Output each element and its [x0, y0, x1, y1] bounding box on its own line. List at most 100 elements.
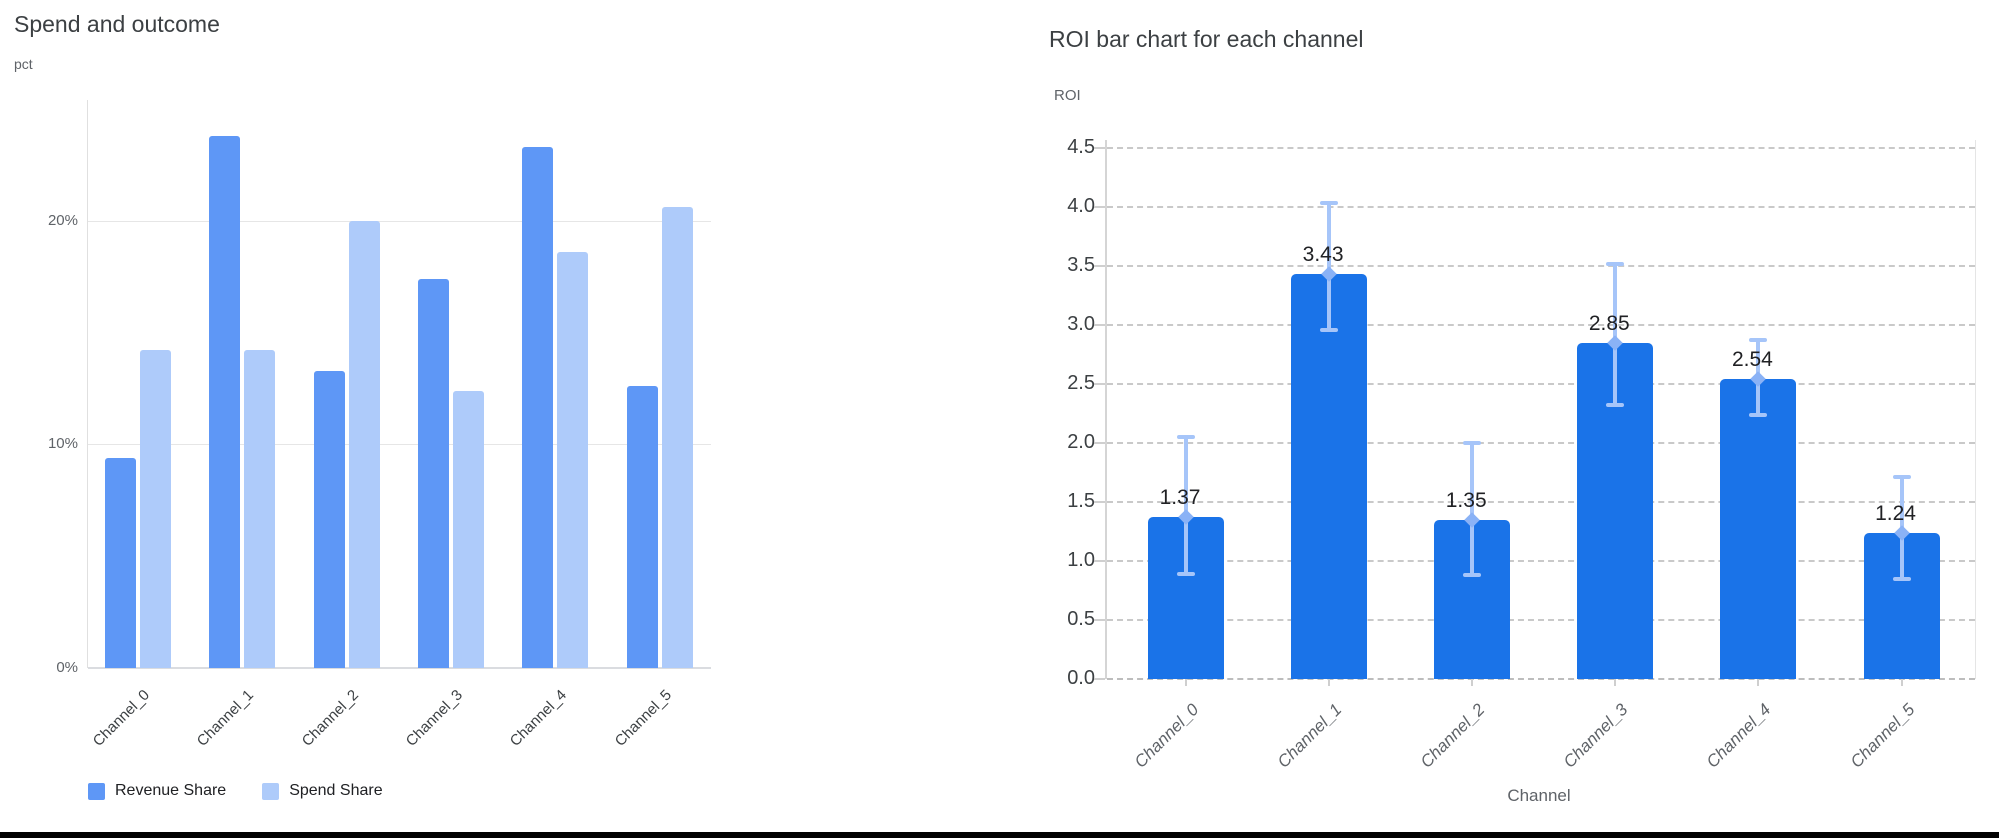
spend-outcome-y-axis: 0% 10% 20% — [0, 100, 78, 676]
gridline-20% — [88, 220, 711, 222]
y-tick-mark — [1094, 147, 1105, 149]
x-tick-label-Channel_3: Channel_3 — [1560, 699, 1632, 772]
bar-spend-share-Channel_1[interactable] — [244, 350, 276, 668]
bar-value-label-Channel_3: 2.85 — [1588, 311, 1630, 335]
spend-share-label: Spend Share — [289, 782, 383, 799]
revenue-share-label: Revenue Share — [115, 782, 227, 799]
bar-revenue-share-Channel_4[interactable] — [522, 146, 554, 668]
y-tick-label: 2.5 — [1067, 372, 1095, 394]
x-tick-label-Channel_4: Channel_4 — [506, 686, 571, 750]
x-tick-mark — [1614, 679, 1617, 686]
bar-spend-share-Channel_2[interactable] — [348, 220, 380, 668]
y-tick-label: 3.5 — [1067, 254, 1095, 276]
bar-spend-share-Channel_3[interactable] — [452, 390, 484, 668]
x-tick-mark — [1900, 679, 1903, 686]
roi-chart[interactable]: ROI bar chart for each channel ROI 0.0 0.… — [1040, 0, 1999, 838]
error-bar-cap-bottom-Channel_1 — [1320, 327, 1339, 332]
bar-spend-share-Channel_4[interactable] — [557, 252, 589, 668]
error-bar-line-Channel_3 — [1613, 263, 1618, 406]
y-tick-label: 0% — [56, 659, 78, 676]
bar-value-label-Channel_5: 1.24 — [1875, 501, 1916, 525]
error-bar-cap-top-Channel_5 — [1892, 475, 1911, 480]
gridline-2.0 — [1107, 442, 1975, 444]
x-tick-mark — [1757, 679, 1760, 686]
y-tick-label: 0.5 — [1067, 608, 1095, 630]
x-tick-label-Channel_1: Channel_1 — [193, 686, 258, 750]
bar-revenue-share-Channel_0[interactable] — [105, 457, 136, 668]
y-tick-mark — [1094, 383, 1105, 385]
spend-outcome-plot — [87, 100, 711, 669]
spend-outcome-legend: Revenue Share Spend Share — [88, 782, 383, 800]
bar-revenue-share-Channel_3[interactable] — [417, 278, 449, 668]
x-tick-label-Channel_0: Channel_0 — [89, 686, 154, 750]
bar-spend-share-Channel_5[interactable] — [661, 207, 693, 668]
y-tick-label: 4.5 — [1067, 136, 1095, 158]
x-axis-line — [88, 667, 711, 669]
window-bottom-edge — [0, 832, 1999, 838]
x-tick-mark — [1328, 679, 1331, 686]
bar-value-label-Channel_0: 1.37 — [1159, 486, 1201, 510]
y-tick-label: 0.0 — [1067, 667, 1095, 689]
y-tick-mark — [1094, 206, 1105, 208]
error-bar-line-Channel_2 — [1470, 443, 1475, 576]
bar-revenue-share-Channel_1[interactable] — [209, 135, 241, 668]
y-tick-label: 20% — [47, 211, 78, 229]
y-tick-label: 3.0 — [1067, 313, 1095, 335]
y-tick-mark — [1094, 619, 1105, 621]
error-bar-cap-top-Channel_1 — [1320, 201, 1339, 206]
bar-revenue-share-Channel_2[interactable] — [313, 370, 345, 668]
bar-value-label-Channel_2: 1.35 — [1445, 488, 1487, 512]
x-tick-mark — [1185, 679, 1187, 686]
x-tick-label-Channel_2: Channel_2 — [298, 686, 362, 750]
y-tick-label: 4.0 — [1067, 195, 1095, 217]
legend-item-revenue-share[interactable]: Revenue Share — [88, 782, 226, 800]
roi-plot: 1.37 Channel_0 3.43 Channel_1 1.35 Channel_2 2… — [1094, 140, 1976, 772]
error-bar-cap-top-Channel_4 — [1749, 338, 1768, 343]
y-tick-label: 2.0 — [1067, 431, 1095, 453]
spend-outcome-title: Spend and outcome — [14, 11, 220, 37]
y-tick-mark — [1094, 560, 1105, 562]
x-tick-mark — [1471, 679, 1474, 686]
error-bar-cap-bottom-Channel_0 — [1177, 571, 1195, 576]
x-tick-label-Channel_4: Channel_4 — [1703, 699, 1775, 772]
y-tick-mark — [1094, 265, 1105, 267]
error-bar-cap-bottom-Channel_2 — [1463, 573, 1482, 578]
spend-outcome-y-axis-unit: pct — [14, 56, 33, 72]
spend-outcome-x-axis: Channel_0 Channel_1 Channel_2 Channel_3 Chan… — [87, 676, 710, 786]
roi-y-axis-label: ROI — [1054, 87, 1081, 104]
y-tick-mark — [1094, 442, 1105, 444]
y-tick-label: 10% — [47, 435, 78, 453]
gridline-3.5 — [1107, 265, 1975, 267]
roi-chart-title: ROI bar chart for each channel — [1049, 26, 1364, 52]
roi-bar-Channel_1[interactable] — [1291, 274, 1368, 679]
bar-value-label-Channel_4: 2.54 — [1731, 348, 1773, 372]
y-tick-mark — [1094, 324, 1105, 326]
gridline-4.5 — [1107, 147, 1975, 149]
x-tick-label-Channel_3: Channel_3 — [402, 686, 466, 750]
legend-item-spend-share[interactable]: Spend Share — [262, 782, 383, 800]
roi-bar-Channel_4[interactable] — [1720, 379, 1797, 679]
bar-value-label-Channel_1: 3.43 — [1302, 243, 1344, 267]
roi-x-axis-label: Channel — [1507, 786, 1571, 805]
y-tick-label: 1.5 — [1067, 490, 1095, 512]
gridline-0.5 — [1107, 619, 1975, 621]
roi-y-axis: 0.0 0.5 1.0 1.5 2.0 2.5 3.0 3.5 4.0 4.5 — [1040, 136, 1095, 689]
revenue-share-swatch — [88, 782, 105, 800]
gridline-1.0 — [1107, 560, 1975, 562]
bar-spend-share-Channel_0[interactable] — [140, 350, 171, 668]
spend-outcome-chart[interactable]: Spend and outcome pct 0% 10% 20% Channel_0… — [0, 0, 780, 838]
error-bar-cap-bottom-Channel_5 — [1892, 576, 1911, 581]
bar-revenue-share-Channel_5[interactable] — [626, 386, 658, 668]
gridline-3.0 — [1107, 324, 1975, 326]
y-tick-mark — [1094, 678, 1105, 680]
error-bar-cap-bottom-Channel_4 — [1749, 412, 1768, 417]
error-bar-line-Channel_0 — [1184, 437, 1188, 574]
y-tick-label: 1.0 — [1067, 549, 1095, 571]
y-tick-mark — [1094, 501, 1105, 503]
error-bar-cap-top-Channel_0 — [1177, 435, 1195, 440]
gridline-10% — [88, 444, 711, 446]
gridline-4.0 — [1107, 206, 1975, 208]
x-tick-label-Channel_5: Channel_5 — [1846, 699, 1918, 772]
x-tick-label-Channel_0: Channel_0 — [1130, 699, 1203, 772]
